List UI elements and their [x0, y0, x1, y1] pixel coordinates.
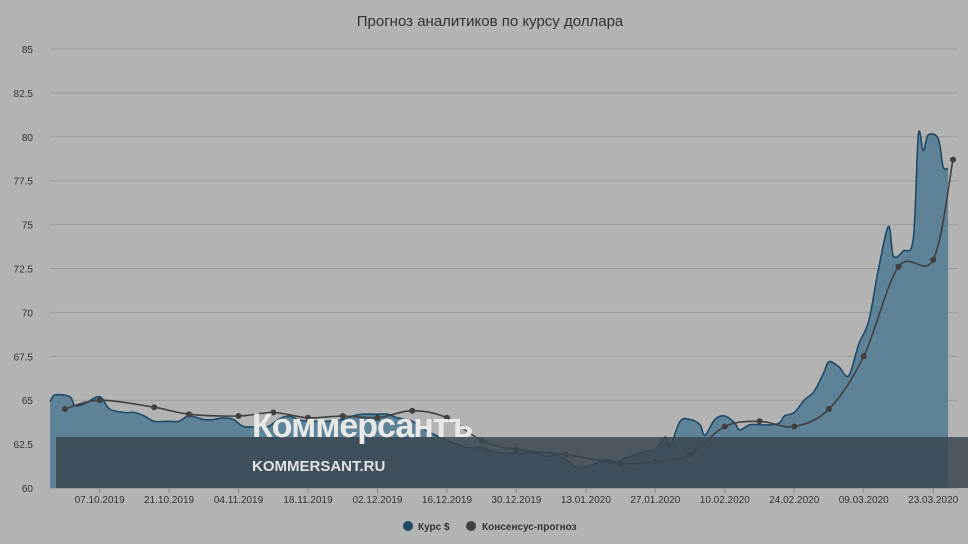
- y-tick-label: 60: [22, 484, 34, 495]
- consensus-point[interactable]: [791, 423, 798, 430]
- legend-marker-rate: [403, 521, 413, 531]
- x-tick-label: 23.03.2020: [908, 495, 958, 506]
- x-tick-label: 02.12.2019: [352, 495, 402, 506]
- x-tick-label: 27.01.2020: [630, 495, 680, 506]
- consensus-point[interactable]: [930, 256, 937, 263]
- y-tick-label: 72.5: [14, 265, 34, 276]
- x-axis-ticks: 07.10.2019 21.10.2019 04.11.2019 18.11.2019…: [75, 488, 959, 506]
- y-tick-label: 70: [22, 308, 34, 319]
- watermark-logo: Коммерсантъ: [252, 407, 472, 445]
- x-tick-label: 18.11.2019: [283, 495, 333, 506]
- consensus-point[interactable]: [409, 407, 416, 414]
- consensus-point[interactable]: [305, 414, 312, 421]
- y-tick-label: 75: [22, 221, 34, 232]
- consensus-point[interactable]: [860, 353, 867, 360]
- legend-item-rate[interactable]: Курс $: [403, 521, 450, 533]
- y-tick-label: 80: [22, 133, 34, 144]
- x-tick-label: 21.10.2019: [144, 495, 194, 506]
- consensus-point[interactable]: [756, 418, 763, 425]
- consensus-point[interactable]: [339, 413, 346, 420]
- consensus-point[interactable]: [895, 263, 902, 270]
- x-tick-label: 10.02.2020: [700, 495, 750, 506]
- y-tick-label: 82.5: [14, 89, 34, 100]
- y-axis-ticks: 60 62.5 65 67.5 70 72.5 75 77.5 80 82.5 85: [14, 45, 34, 495]
- legend-marker-consensus: [466, 521, 476, 531]
- x-tick-label: 09.03.2020: [839, 495, 889, 506]
- consensus-point[interactable]: [61, 405, 68, 412]
- y-tick-label: 77.5: [14, 177, 34, 188]
- y-tick-label: 62.5: [14, 440, 34, 451]
- consensus-point[interactable]: [443, 414, 450, 421]
- watermark: Коммерсантъ KOMMERSANT.RU: [56, 407, 968, 488]
- legend-item-consensus[interactable]: Консенсус-прогноз: [466, 521, 577, 533]
- x-tick-label: 16.12.2019: [422, 495, 472, 506]
- y-tick-label: 67.5: [14, 352, 34, 363]
- consensus-point[interactable]: [950, 156, 957, 163]
- watermark-site: KOMMERSANT.RU: [252, 458, 385, 475]
- consensus-point[interactable]: [721, 423, 728, 430]
- consensus-point[interactable]: [374, 414, 381, 421]
- legend[interactable]: Курс $ Консенсус-прогноз: [403, 521, 577, 533]
- chart-title: Прогноз аналитиков по курсу доллара: [357, 13, 624, 30]
- x-tick-label: 24.02.2020: [769, 495, 819, 506]
- legend-label-consensus: Консенсус-прогноз: [482, 522, 577, 533]
- consensus-point[interactable]: [270, 409, 277, 416]
- plot-area: [49, 130, 957, 488]
- series-rate-area: [50, 131, 949, 488]
- consensus-point[interactable]: [151, 404, 158, 411]
- x-tick-label: 13.01.2020: [561, 495, 611, 506]
- legend-label-rate: Курс $: [418, 522, 450, 533]
- consensus-point[interactable]: [185, 411, 192, 418]
- consensus-point[interactable]: [96, 397, 103, 404]
- y-tick-label: 65: [22, 396, 34, 407]
- consensus-point[interactable]: [235, 413, 242, 420]
- watermark-band: [56, 437, 968, 488]
- x-tick-label: 07.10.2019: [75, 495, 125, 506]
- y-tick-label: 85: [22, 45, 34, 56]
- x-tick-label: 04.11.2019: [214, 495, 264, 506]
- x-tick-label: 30.12.2019: [491, 495, 541, 506]
- consensus-point[interactable]: [825, 405, 832, 412]
